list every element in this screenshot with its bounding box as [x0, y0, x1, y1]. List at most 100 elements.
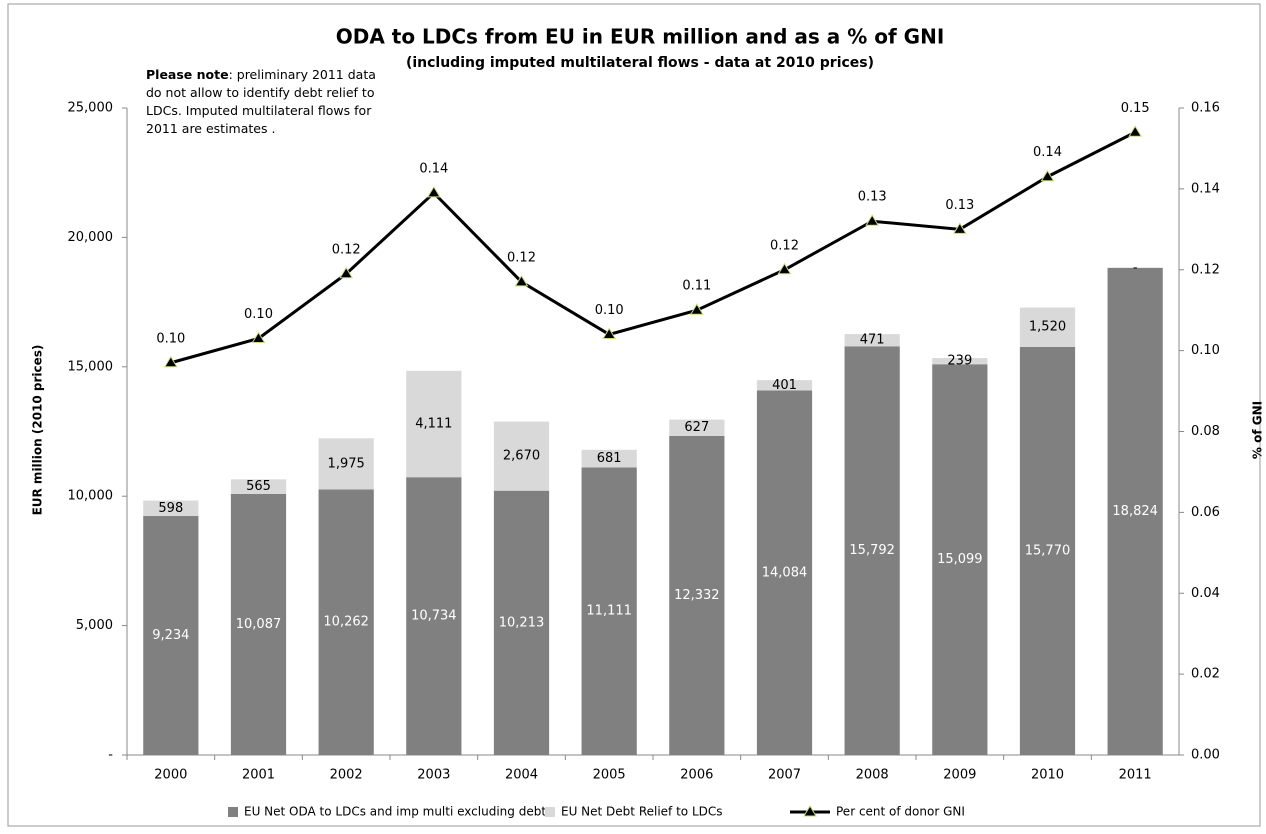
bar — [844, 346, 900, 755]
line-value-label: 0.13 — [945, 198, 974, 213]
x-tick-label: 2001 — [242, 768, 275, 783]
bar-value-label: 565 — [246, 479, 271, 494]
bar-value-label: 1,520 — [1029, 320, 1066, 335]
bar — [230, 493, 287, 755]
y2-tick-label: 0.06 — [1191, 505, 1220, 520]
line-marker — [339, 266, 354, 279]
bar-value-label: 4,111 — [415, 417, 452, 432]
bar — [143, 516, 199, 755]
line-marker — [1040, 169, 1055, 182]
x-tick-label: 2006 — [680, 768, 713, 783]
bar — [581, 449, 637, 468]
bar — [493, 490, 550, 755]
x-tick-label: 2005 — [593, 768, 626, 783]
bar — [143, 500, 199, 517]
line — [170, 130, 1136, 365]
bar — [230, 479, 287, 494]
line-value-label: 0.10 — [244, 307, 273, 322]
bar-value-label: 627 — [684, 420, 709, 435]
chart-title: ODA to LDCs from EU in EUR million and a… — [336, 25, 945, 49]
x-tick-label: 2009 — [943, 768, 976, 783]
x-tick-label: 2010 — [1031, 768, 1064, 783]
note-bold: Please note — [146, 67, 229, 82]
bar-value-label: 1,975 — [328, 456, 365, 471]
bar-value-label: 14,084 — [762, 565, 808, 580]
bar-value-label: 10,213 — [499, 615, 545, 630]
line-marker — [251, 331, 266, 343]
y2-tick-label: 0.08 — [1191, 424, 1220, 439]
bar-value-label: 15,770 — [1025, 543, 1071, 558]
legend-swatch — [545, 807, 555, 817]
bar — [844, 334, 900, 347]
y-tick-label: 25,000 — [68, 101, 114, 116]
bar — [318, 438, 374, 490]
legend-label: EU Net ODA to LDCs and imp multi excludi… — [244, 805, 546, 819]
bar-value-label: 15,792 — [849, 543, 895, 558]
line-value-label: 0.10 — [156, 331, 185, 346]
bar — [493, 421, 550, 491]
y-tick-label: 5,000 — [76, 618, 113, 633]
legend-marker — [803, 805, 817, 817]
bar-value-label: 2,670 — [503, 449, 540, 464]
line-value-label: 0.12 — [507, 250, 536, 265]
chart-subtitle: (including imputed multilateral flows - … — [406, 55, 874, 71]
line-marker — [689, 303, 704, 315]
bar — [406, 477, 462, 755]
line-value-label: 0.15 — [1121, 101, 1150, 116]
bar-value-label: 239 — [947, 354, 972, 369]
bar-value-label: 10,734 — [411, 609, 457, 624]
y2-tick-label: 0.10 — [1191, 343, 1220, 358]
bar — [756, 390, 813, 755]
bar-value-label: 401 — [772, 378, 797, 393]
x-tick-label: 2000 — [154, 768, 187, 783]
y2-tick-label: 0.00 — [1191, 748, 1220, 763]
line-value-label: 0.10 — [595, 303, 624, 318]
bar-value-label: 10,262 — [323, 615, 369, 630]
line-value-label: 0.14 — [419, 161, 448, 176]
bar-value-label: 15,099 — [937, 552, 983, 567]
y2-tick-label: 0.14 — [1191, 181, 1220, 196]
y-tick-label: 10,000 — [68, 489, 114, 504]
note-text: : preliminary 2011 data do not allow to … — [146, 67, 376, 136]
line-value-label: 0.13 — [858, 190, 887, 205]
bar — [932, 358, 988, 365]
line-value-label: 0.12 — [332, 242, 361, 257]
bar — [669, 419, 725, 436]
bar-value-label: 12,332 — [674, 588, 720, 603]
note: Please note: preliminary 2011 data do no… — [146, 66, 378, 138]
line-value-label: 0.14 — [1033, 145, 1062, 160]
y2-axis-label: % of GNI — [1251, 401, 1265, 459]
y2-tick-label: 0.12 — [1191, 262, 1220, 277]
bar — [756, 380, 813, 391]
y-tick-label: 20,000 — [68, 230, 114, 245]
x-tick-label: 2007 — [768, 768, 801, 783]
y-axis-label: EUR million (2010 prices) — [31, 345, 45, 516]
y2-tick-label: 0.04 — [1191, 586, 1220, 601]
x-tick-label: 2002 — [330, 768, 363, 783]
bar — [318, 489, 374, 755]
y-tick-label: - — [108, 748, 113, 763]
y2-tick-label: 0.16 — [1191, 101, 1220, 116]
bar-value-label: - — [1133, 260, 1138, 275]
bar — [406, 370, 462, 478]
y-tick-label: 15,000 — [68, 359, 114, 374]
line-marker — [865, 214, 880, 226]
line-value-label: 0.11 — [682, 279, 711, 294]
line-marker — [163, 355, 178, 368]
frame — [7, 3, 1261, 827]
x-tick-label: 2004 — [505, 768, 538, 783]
bar — [581, 467, 637, 755]
line-marker — [952, 222, 967, 234]
bar — [1019, 346, 1076, 755]
bar-value-label: 11,111 — [586, 604, 632, 619]
x-tick-label: 2011 — [1119, 768, 1152, 783]
bar — [1107, 267, 1163, 755]
legend-label: EU Net Debt Relief to LDCs — [561, 805, 723, 819]
bar — [932, 364, 988, 755]
bar-value-label: 471 — [860, 333, 885, 348]
line-marker — [777, 262, 792, 275]
bar — [1019, 307, 1076, 347]
bar-value-label: 18,824 — [1112, 504, 1158, 519]
